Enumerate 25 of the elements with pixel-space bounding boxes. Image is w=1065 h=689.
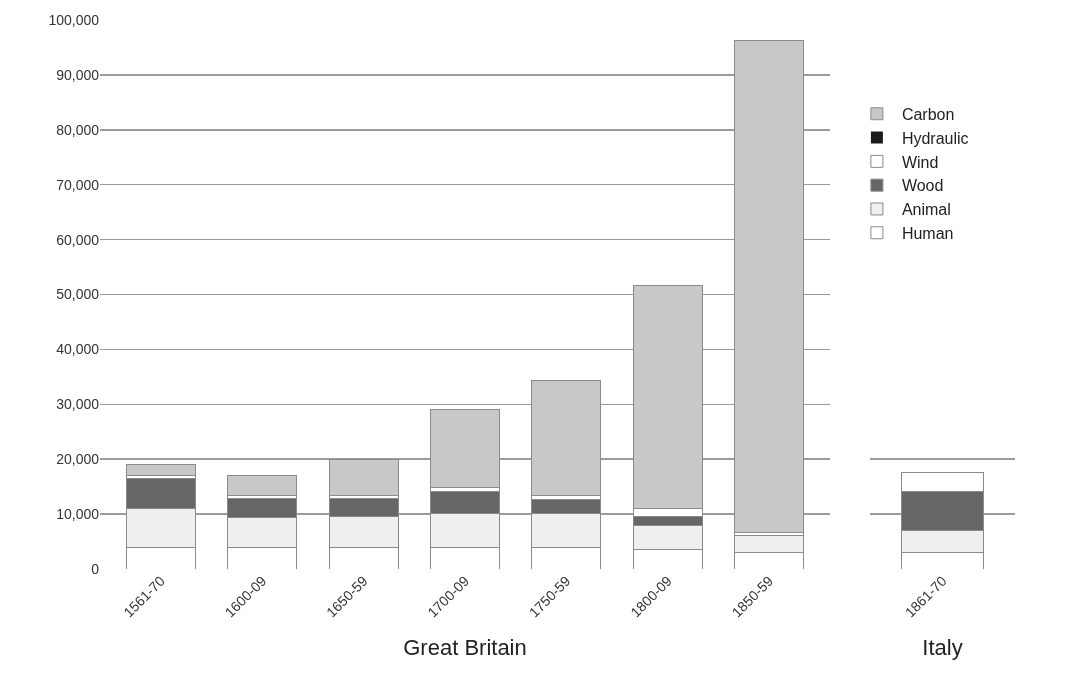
bar — [125, 464, 196, 476]
x-axis-title: Italy — [922, 635, 963, 661]
y-tick-label: 80,000 — [56, 121, 100, 138]
bar — [430, 409, 500, 488]
y-tick-label: 30,000 — [56, 396, 100, 413]
legend-label: Human — [901, 225, 954, 242]
legend-label: Wood — [901, 177, 944, 195]
y-tick-label: 90,000 — [56, 66, 100, 83]
y-tick-label: 50,000 — [56, 286, 100, 303]
x-axis-title: Great Britain — [403, 635, 527, 661]
y-tick-label: 0 — [91, 560, 100, 577]
bar — [227, 475, 298, 496]
legend-label: Hydraulic — [901, 129, 969, 147]
y-tick-label: 10,000 — [56, 506, 100, 522]
legend-label: Wind — [901, 153, 939, 171]
bar — [734, 40, 805, 533]
y-tick-label: 100,000 — [48, 11, 100, 28]
y-tick-label: 40,000 — [56, 341, 100, 358]
bar — [328, 458, 399, 496]
y-tick-label: 70,000 — [56, 176, 100, 193]
y-tick-label: 20,000 — [56, 451, 100, 468]
bar — [531, 380, 602, 496]
y-tick-label: 60,000 — [56, 231, 100, 248]
legend-label: Carbon — [901, 106, 955, 123]
legend-label: Animal — [901, 201, 951, 219]
